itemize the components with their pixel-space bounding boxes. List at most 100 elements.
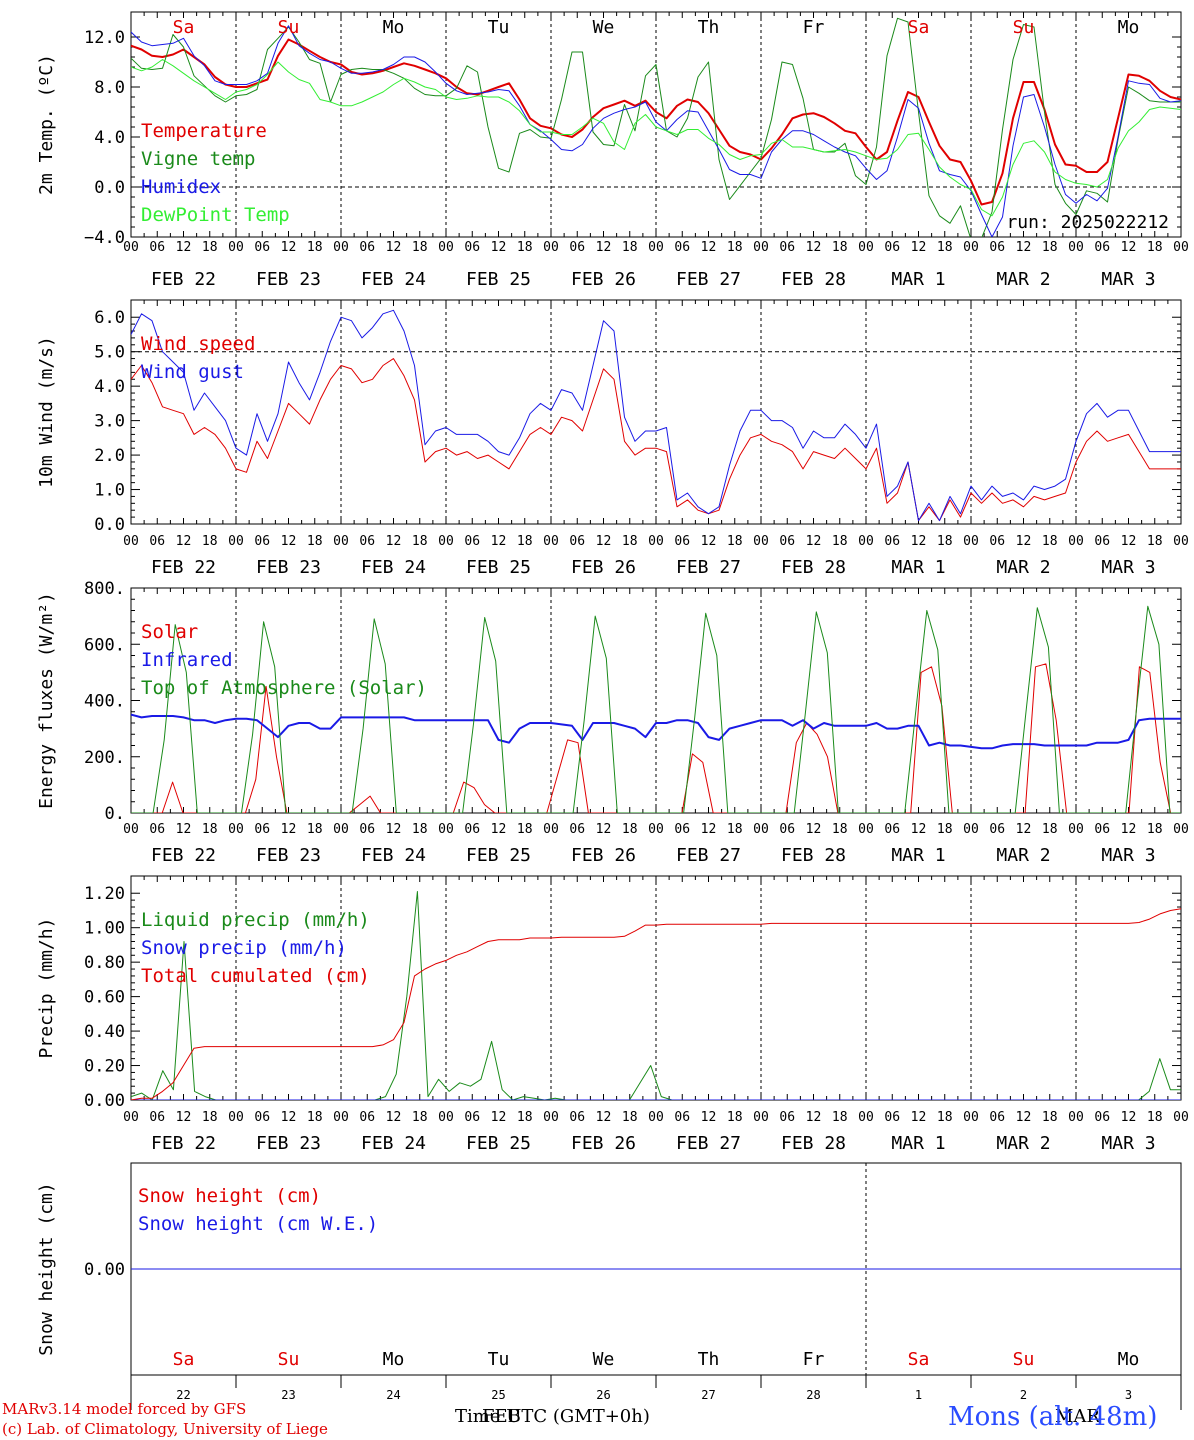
hour-tick-label: 18	[307, 240, 323, 255]
y-tick-label: 4.0	[94, 377, 125, 397]
hour-tick-label: 06	[674, 1110, 690, 1125]
hour-tick-label: 00	[228, 534, 244, 549]
hour-tick-label: 00	[858, 534, 874, 549]
hour-tick-label: 00	[753, 240, 769, 255]
y-tick-label: 0.00	[84, 1091, 125, 1111]
hour-tick-label: 18	[517, 240, 533, 255]
hour-tick-label: 06	[359, 240, 375, 255]
hour-tick-label: 18	[832, 822, 848, 837]
hour-tick-label: 18	[1147, 240, 1163, 255]
hour-tick-label: 06	[884, 240, 900, 255]
date-label: MAR 2	[996, 269, 1050, 290]
hour-tick-label: 18	[1147, 822, 1163, 837]
y-tick-label: 2.0	[94, 446, 125, 466]
day-name: Su	[278, 1349, 300, 1370]
day-name: Tu	[488, 17, 510, 38]
hour-tick-label: 06	[464, 534, 480, 549]
hour-tick-label: 12	[911, 534, 927, 549]
series-line-liquid-precip-mm-h-	[131, 891, 1181, 1100]
date-label: FEB 26	[571, 269, 636, 290]
day-number: 24	[386, 1388, 400, 1402]
hour-tick-label: 18	[832, 1110, 848, 1125]
hour-tick-label: 06	[779, 534, 795, 549]
hour-tick-label: 18	[1042, 240, 1058, 255]
hour-tick-label: 00	[123, 822, 139, 837]
hour-tick-label: 00	[1068, 534, 1084, 549]
hour-tick-label: 12	[701, 1110, 717, 1125]
hour-tick-label: 12	[596, 534, 612, 549]
hour-tick-label: 12	[911, 1110, 927, 1125]
day-name: Fr	[803, 17, 825, 38]
hour-tick-label: 00	[1173, 534, 1189, 549]
date-label: FEB 27	[676, 845, 741, 866]
hour-tick-label: 06	[1094, 240, 1110, 255]
series-line-infrared	[131, 713, 1181, 750]
y-tick-label: 8.0	[94, 78, 125, 98]
hour-tick-label: 18	[202, 1110, 218, 1125]
hour-tick-label: 18	[1042, 1110, 1058, 1125]
hour-tick-label: 06	[989, 240, 1005, 255]
date-label: FEB 25	[466, 269, 531, 290]
hour-tick-label: 12	[386, 534, 402, 549]
y-tick-label: 5.0	[94, 343, 125, 363]
hour-tick-label: 18	[622, 240, 638, 255]
hour-tick-label: 00	[858, 240, 874, 255]
hour-tick-label: 18	[412, 1110, 428, 1125]
hour-tick-label: 06	[674, 822, 690, 837]
hour-tick-label: 00	[438, 240, 454, 255]
hour-tick-label: 00	[228, 240, 244, 255]
legend-entry: Snow precip (mm/h)	[141, 937, 347, 959]
hour-tick-label: 18	[307, 1110, 323, 1125]
hour-tick-label: 12	[911, 822, 927, 837]
day-name: Su	[278, 17, 300, 38]
y-tick-label: 6.0	[94, 308, 125, 328]
date-label: FEB 23	[256, 1133, 321, 1154]
date-label: FEB 22	[151, 557, 216, 578]
y-tick-label: −4.0	[84, 228, 125, 248]
y-axis-label: Snow height (cm)	[36, 1182, 57, 1355]
y-tick-label: 0.00	[84, 1260, 125, 1280]
hour-tick-label: 00	[333, 1110, 349, 1125]
hour-tick-label: 00	[123, 1110, 139, 1125]
date-label: FEB 24	[361, 845, 426, 866]
y-tick-label: 0.	[105, 804, 125, 824]
date-label: FEB 28	[781, 557, 846, 578]
y-axis-label: Energy fluxes (W/m²)	[36, 592, 57, 809]
day-name: We	[593, 1349, 615, 1370]
hour-tick-label: 00	[648, 534, 664, 549]
hour-tick-label: 12	[176, 240, 192, 255]
hour-tick-label: 18	[937, 822, 953, 837]
y-axis-label: 2m Temp. (ºC)	[36, 54, 57, 195]
hour-tick-label: 18	[1147, 1110, 1163, 1125]
hour-tick-label: 00	[1173, 1110, 1189, 1125]
date-label: MAR 2	[996, 845, 1050, 866]
day-number: 22	[176, 1388, 190, 1402]
day-name: Sa	[908, 1349, 930, 1370]
legend-entry: Infrared	[141, 649, 233, 671]
legend-entry: Temperature	[141, 120, 267, 142]
hour-tick-label: 12	[701, 240, 717, 255]
hour-tick-label: 12	[1121, 534, 1137, 549]
day-name: Su	[1013, 1349, 1035, 1370]
month-label-mar: MAR	[1055, 1406, 1100, 1427]
hour-tick-label: 12	[1016, 822, 1032, 837]
y-tick-label: 800.	[84, 579, 125, 599]
date-label: MAR 3	[1101, 845, 1155, 866]
hour-tick-label: 06	[1094, 1110, 1110, 1125]
hour-tick-label: 06	[149, 1110, 165, 1125]
hour-tick-label: 12	[176, 534, 192, 549]
date-label: MAR 3	[1101, 269, 1155, 290]
hour-tick-label: 00	[1068, 1110, 1084, 1125]
series-line-dewpoint-temp	[131, 59, 1181, 217]
hour-tick-label: 00	[543, 534, 559, 549]
hour-tick-label: 00	[438, 822, 454, 837]
day-number: 2	[1020, 1388, 1027, 1402]
hour-tick-label: 12	[1016, 1110, 1032, 1125]
day-name: Sa	[908, 17, 930, 38]
date-label: MAR 3	[1101, 1133, 1155, 1154]
hour-tick-label: 12	[806, 240, 822, 255]
date-label: FEB 28	[781, 269, 846, 290]
y-axis-label: 10m Wind (m/s)	[36, 336, 57, 488]
hour-tick-label: 06	[1094, 534, 1110, 549]
hour-tick-label: 18	[517, 1110, 533, 1125]
